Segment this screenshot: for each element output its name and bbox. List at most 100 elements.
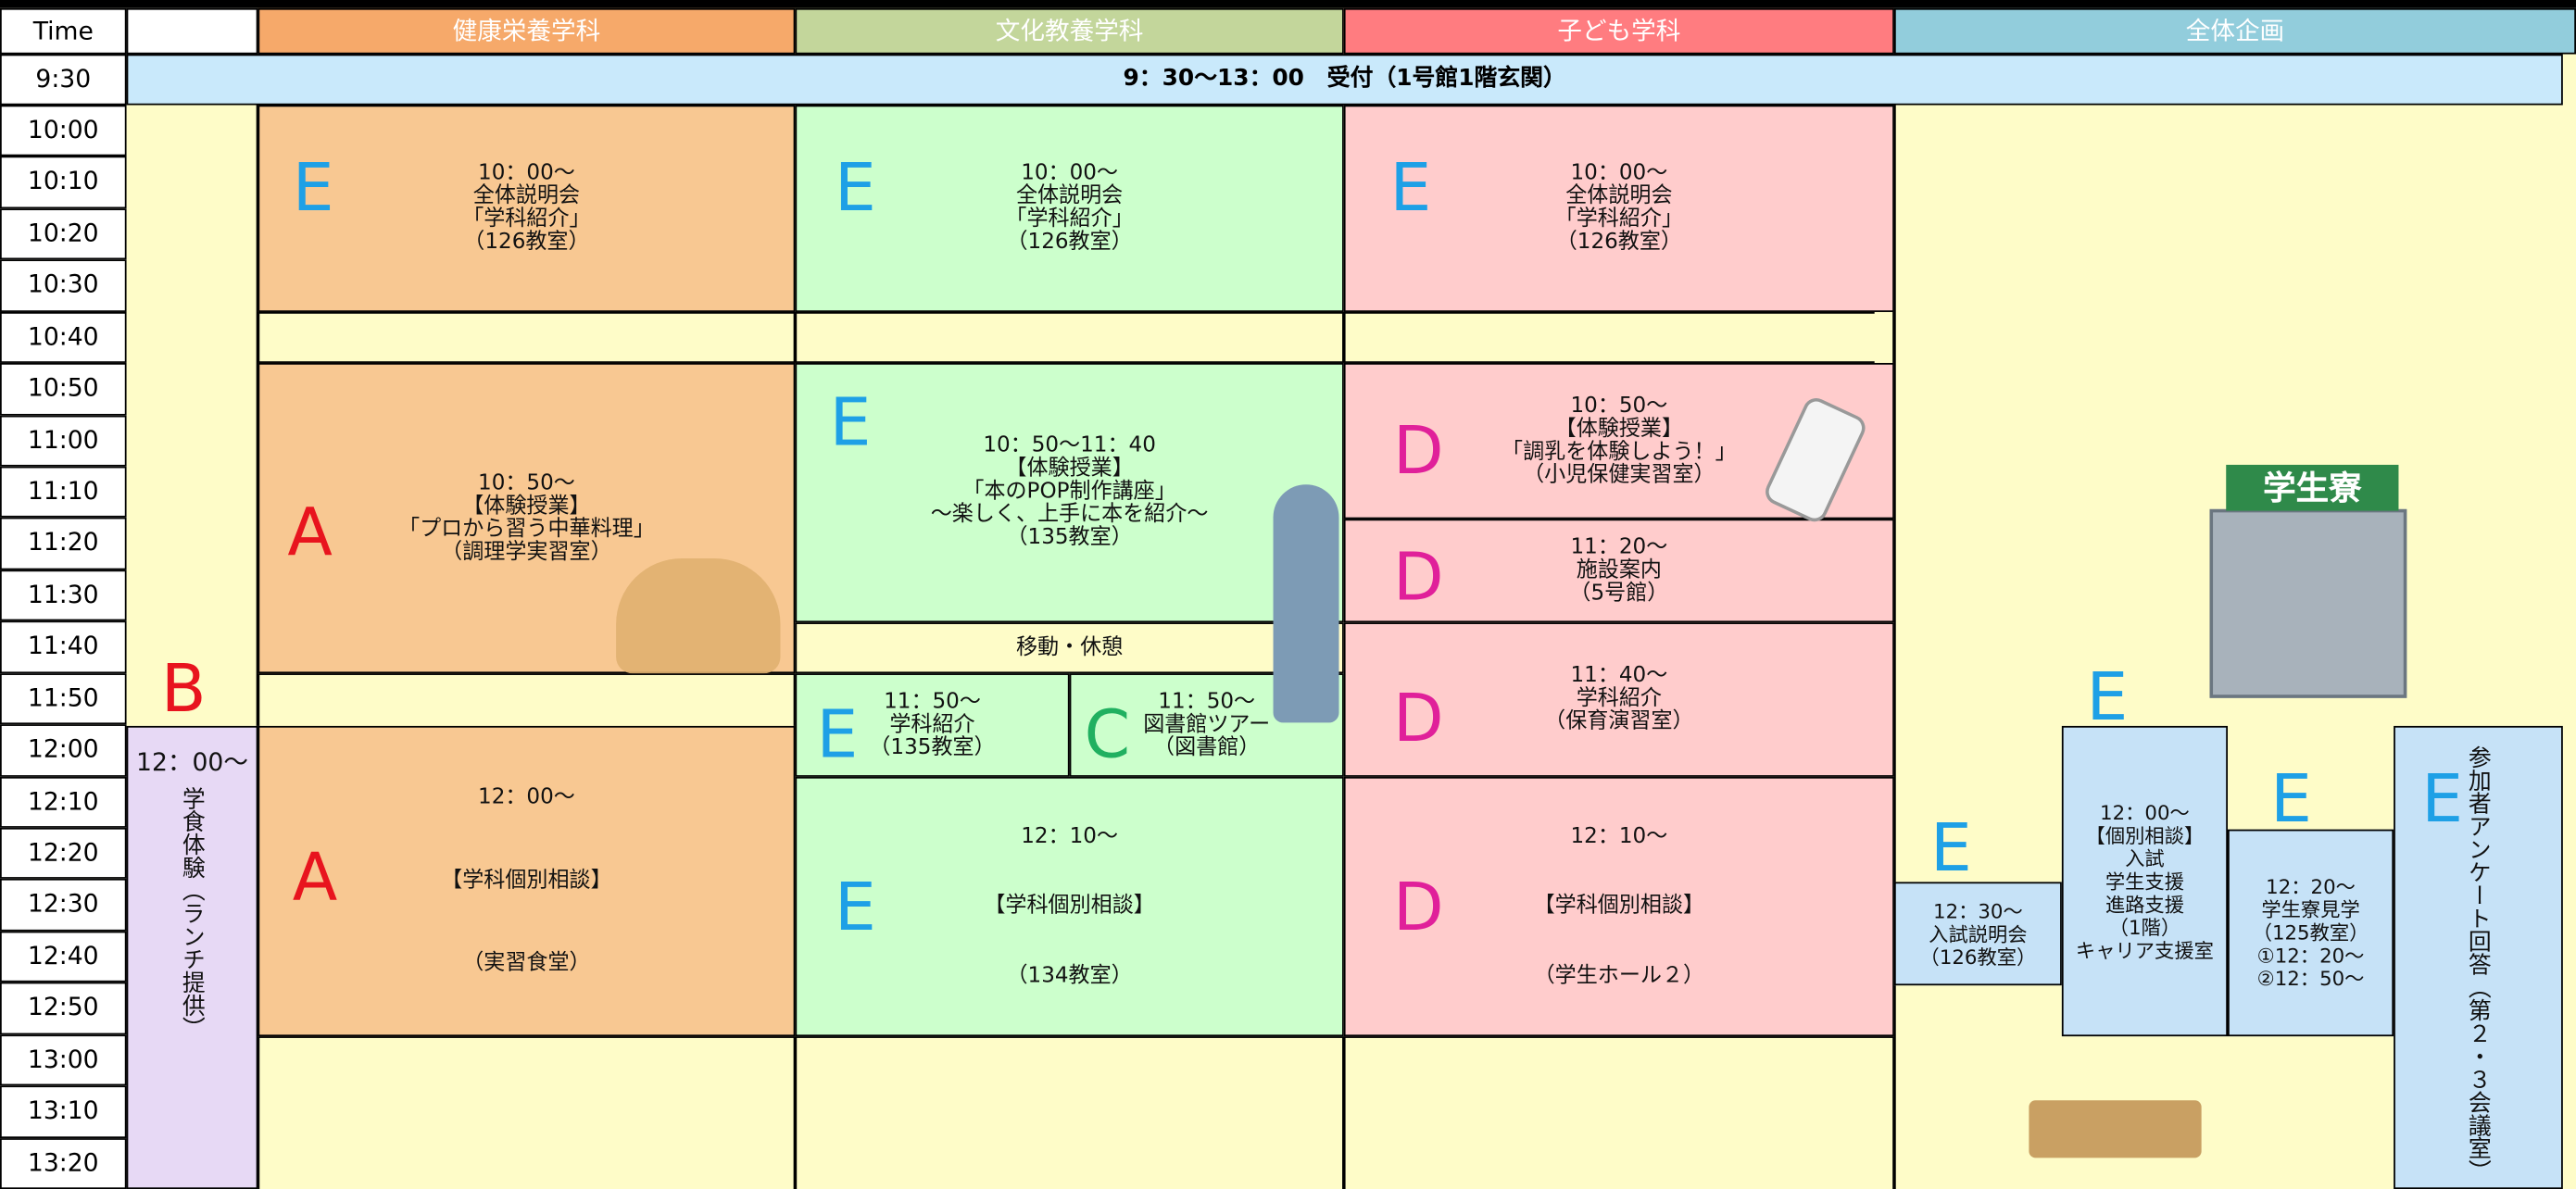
cell-text: 10：50～	[1570, 393, 1668, 419]
schedule-cell: 12：00～ 【個別相談】 入試 学生支援 進路支援 （1階） キャリア支援室	[2061, 725, 2229, 1037]
schedule-cell: 11：40～ 学科紹介 （保育演習室）	[1343, 622, 1894, 777]
schedule-cell: 11：50～ 学科紹介 （135教室）	[795, 673, 1070, 777]
cell-letter: E	[834, 151, 876, 227]
cell-text: 10：00～	[1570, 160, 1668, 186]
cell-text: （1階）	[2108, 915, 2181, 939]
cell-text: 12：00～	[478, 785, 575, 810]
cell-text: 学科紹介	[1576, 686, 1662, 711]
cell-text: 学食体験（ランチ提供）	[179, 786, 206, 1040]
time-label: 10:00	[0, 105, 127, 157]
cell-letter: E	[829, 385, 872, 462]
schedule-cell: 12：30～ 入試説明会 （126教室）	[1893, 882, 2062, 986]
cell-text: ②12：50～	[2256, 967, 2365, 991]
cell-text: 12：00～	[136, 746, 248, 777]
cell-letter: E	[2421, 761, 2464, 838]
cell-letter: A	[292, 841, 338, 917]
time-label: 11:50	[0, 672, 127, 725]
cell-text: 全体説明会	[472, 183, 581, 209]
schedule-cell: 12：10～ 【学科個別相談】 （学生ホール２）	[1343, 776, 1894, 1037]
cell-text: 10：00～	[478, 160, 575, 186]
time-label: 12:20	[0, 827, 127, 880]
cell-text: 【学科個別相談】	[1533, 893, 1705, 919]
schedule-cell: 10：00～ 全体説明会 「学科紹介」 （126教室）	[795, 105, 1344, 312]
schedule-cell: 12：10～ 【学科個別相談】 （134教室）	[795, 776, 1344, 1037]
cell-letter: E	[1389, 151, 1432, 227]
cell-text: （125教室）	[2252, 920, 2369, 945]
time-header: Time	[0, 7, 127, 55]
time-label: 13:00	[0, 1033, 127, 1086]
cell-text: 移動・休憩	[1015, 634, 1124, 660]
cell-text: 入試	[2125, 846, 2165, 870]
schedule-cell: 10：50～ 【体験授業】 「プロから習う中華料理」 （調理学実習室）	[258, 362, 796, 674]
cell-letter: E	[834, 870, 876, 946]
cell-text: 12：30～	[1933, 899, 2023, 922]
cell-text: ①12：20～	[2256, 944, 2365, 968]
schedule-cell: 参加者アンケート回答（第２・３会議室）	[2394, 725, 2563, 1189]
schedule-cell: 12：00～ 学食体験（ランチ提供）	[126, 725, 258, 1189]
cell-text: （保育演習室）	[1544, 709, 1694, 734]
cell-text: （126教室）	[1555, 230, 1683, 255]
cell-text: 12：10～	[1570, 823, 1668, 849]
time-label: 11:10	[0, 466, 127, 519]
cell-text: （135教室）	[1006, 525, 1133, 551]
cell-text: 進路支援	[2105, 892, 2185, 916]
column-header: 文化教養学科	[795, 7, 1344, 55]
librarian	[1273, 484, 1339, 723]
schedule-cell: 12：00～ 【学科個別相談】 （実習食堂）	[258, 725, 796, 1037]
top-border	[0, 0, 2576, 8]
dumpling-steamer	[616, 558, 781, 674]
cell-text: 学生寮見学	[2261, 898, 2360, 921]
cell-text: （134教室）	[1006, 963, 1133, 988]
cell-text: ～楽しく、上手に本を紹介～	[930, 502, 1209, 528]
cell-text: 「調乳を体験しよう！」	[1502, 439, 1737, 465]
time-label: 13:20	[0, 1137, 127, 1189]
cell-text: 「学科紹介」	[1554, 207, 1684, 232]
cell-letter: E	[292, 151, 334, 227]
time-label: 11:30	[0, 569, 127, 621]
consult-table	[2029, 1100, 2202, 1158]
cell-text: （126教室）	[463, 230, 590, 255]
schedule-cell: 11：20～ 施設案内 （5号館）	[1343, 519, 1894, 623]
cell-text: （実習食堂）	[462, 950, 591, 976]
cell-text: （126教室）	[1006, 230, 1133, 255]
cell-letter: E	[2270, 761, 2312, 838]
cell-text: 12：10～	[1021, 823, 1119, 849]
cell-text: 学科紹介	[889, 711, 975, 737]
schedule-cell: 10：50～11：40 【体験授業】 「本のPOP制作講座」 ～楽しく、上手に本を紹介…	[795, 362, 1344, 623]
time-label: 12:10	[0, 776, 127, 828]
time-label: 10:40	[0, 311, 127, 364]
cell-letter: D	[1393, 870, 1444, 946]
cell-text: 10：50～	[478, 470, 575, 495]
cell-text: 施設案内	[1576, 557, 1662, 582]
time-label: 12:50	[0, 982, 127, 1034]
cell-text: 参加者アンケート回答（第２・３会議室）	[2465, 745, 2492, 1183]
cell-text: 図書館ツアー	[1143, 711, 1271, 737]
cell-letter: B	[160, 652, 207, 728]
cell-text: 11：20～	[1570, 534, 1668, 559]
schedule-cell: 12：20～ 学生寮見学 （125教室） ①12：20～ ②12：50～	[2228, 829, 2394, 1037]
schedule-cell: 10：00～ 全体説明会 「学科紹介」 （126教室）	[1343, 105, 1894, 312]
cell-text: 全体説明会	[1565, 183, 1673, 209]
column-header: 全体企画	[1893, 7, 2576, 55]
time-label: 10:20	[0, 207, 127, 260]
cell-text: （学生ホール２）	[1533, 963, 1705, 988]
cell-text: 学生支援	[2105, 870, 2185, 893]
cell-text: 12：20～	[2266, 875, 2356, 899]
schedule-cell: 移動・休憩	[795, 622, 1344, 674]
cell-text: （小児保健実習室）	[1523, 462, 1715, 487]
time-label: 13:10	[0, 1085, 127, 1138]
cell-letter: C	[1084, 697, 1131, 774]
column-header: 健康栄養学科	[258, 7, 796, 55]
cell-text: 入試説明会	[1929, 921, 2028, 945]
cell-text: 「本のPOP制作講座」	[962, 479, 1176, 505]
cell-text: 【学科個別相談】	[441, 868, 612, 893]
cell-text: （135教室）	[869, 734, 996, 760]
cell-text: （126教室）	[1919, 945, 2037, 969]
cell-text: 【体験授業】	[1005, 457, 1134, 482]
cell-text: 「プロから習う中華料理」	[398, 516, 655, 542]
cell-letter: D	[1393, 682, 1444, 757]
cell-text: 【体験授業】	[1554, 416, 1684, 442]
schedule-cell: 10：00～ 全体説明会 「学科紹介」 （126教室）	[258, 105, 796, 312]
time-label: 11:40	[0, 620, 127, 673]
